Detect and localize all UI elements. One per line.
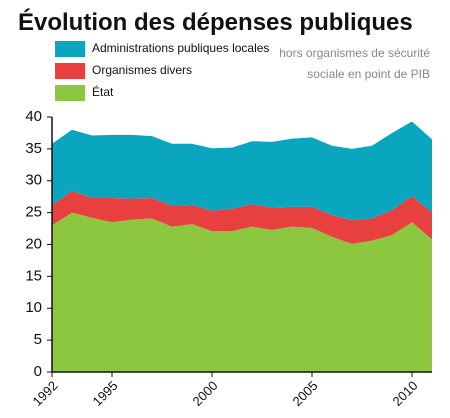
x-tick-label: 2000	[189, 378, 220, 409]
x-tick-label: 1992	[29, 378, 60, 409]
y-tick-label: 30	[25, 172, 42, 189]
y-tick-label: 40	[25, 108, 42, 125]
y-tick-label: 10	[25, 299, 42, 316]
legend-swatch	[55, 63, 85, 79]
y-tick-label: 35	[25, 140, 42, 157]
x-tick-label: 2010	[389, 378, 420, 409]
area	[52, 190, 432, 244]
x-tick-label: 1995	[89, 378, 120, 409]
area	[52, 212, 432, 372]
y-tick-label: 25	[25, 204, 42, 221]
legend-label: Organismes divers	[92, 63, 192, 77]
y-tick-label: 5	[34, 331, 42, 348]
y-tick-label: 15	[25, 267, 42, 284]
y-tick-label: 20	[25, 235, 42, 252]
chart-title: Évolution des dépenses publiques	[18, 8, 413, 36]
subtitle: hors organismes de sécurité	[279, 46, 430, 60]
legend-label: État	[92, 84, 114, 99]
legend-swatch	[55, 41, 85, 57]
area	[52, 121, 432, 221]
legend-swatch	[55, 85, 85, 101]
x-tick-label: 2005	[289, 378, 320, 409]
subtitle: sociale en point de PIB	[307, 67, 430, 81]
legend-label: Administrations publiques locales	[92, 41, 269, 55]
y-tick-label: 0	[34, 363, 42, 380]
